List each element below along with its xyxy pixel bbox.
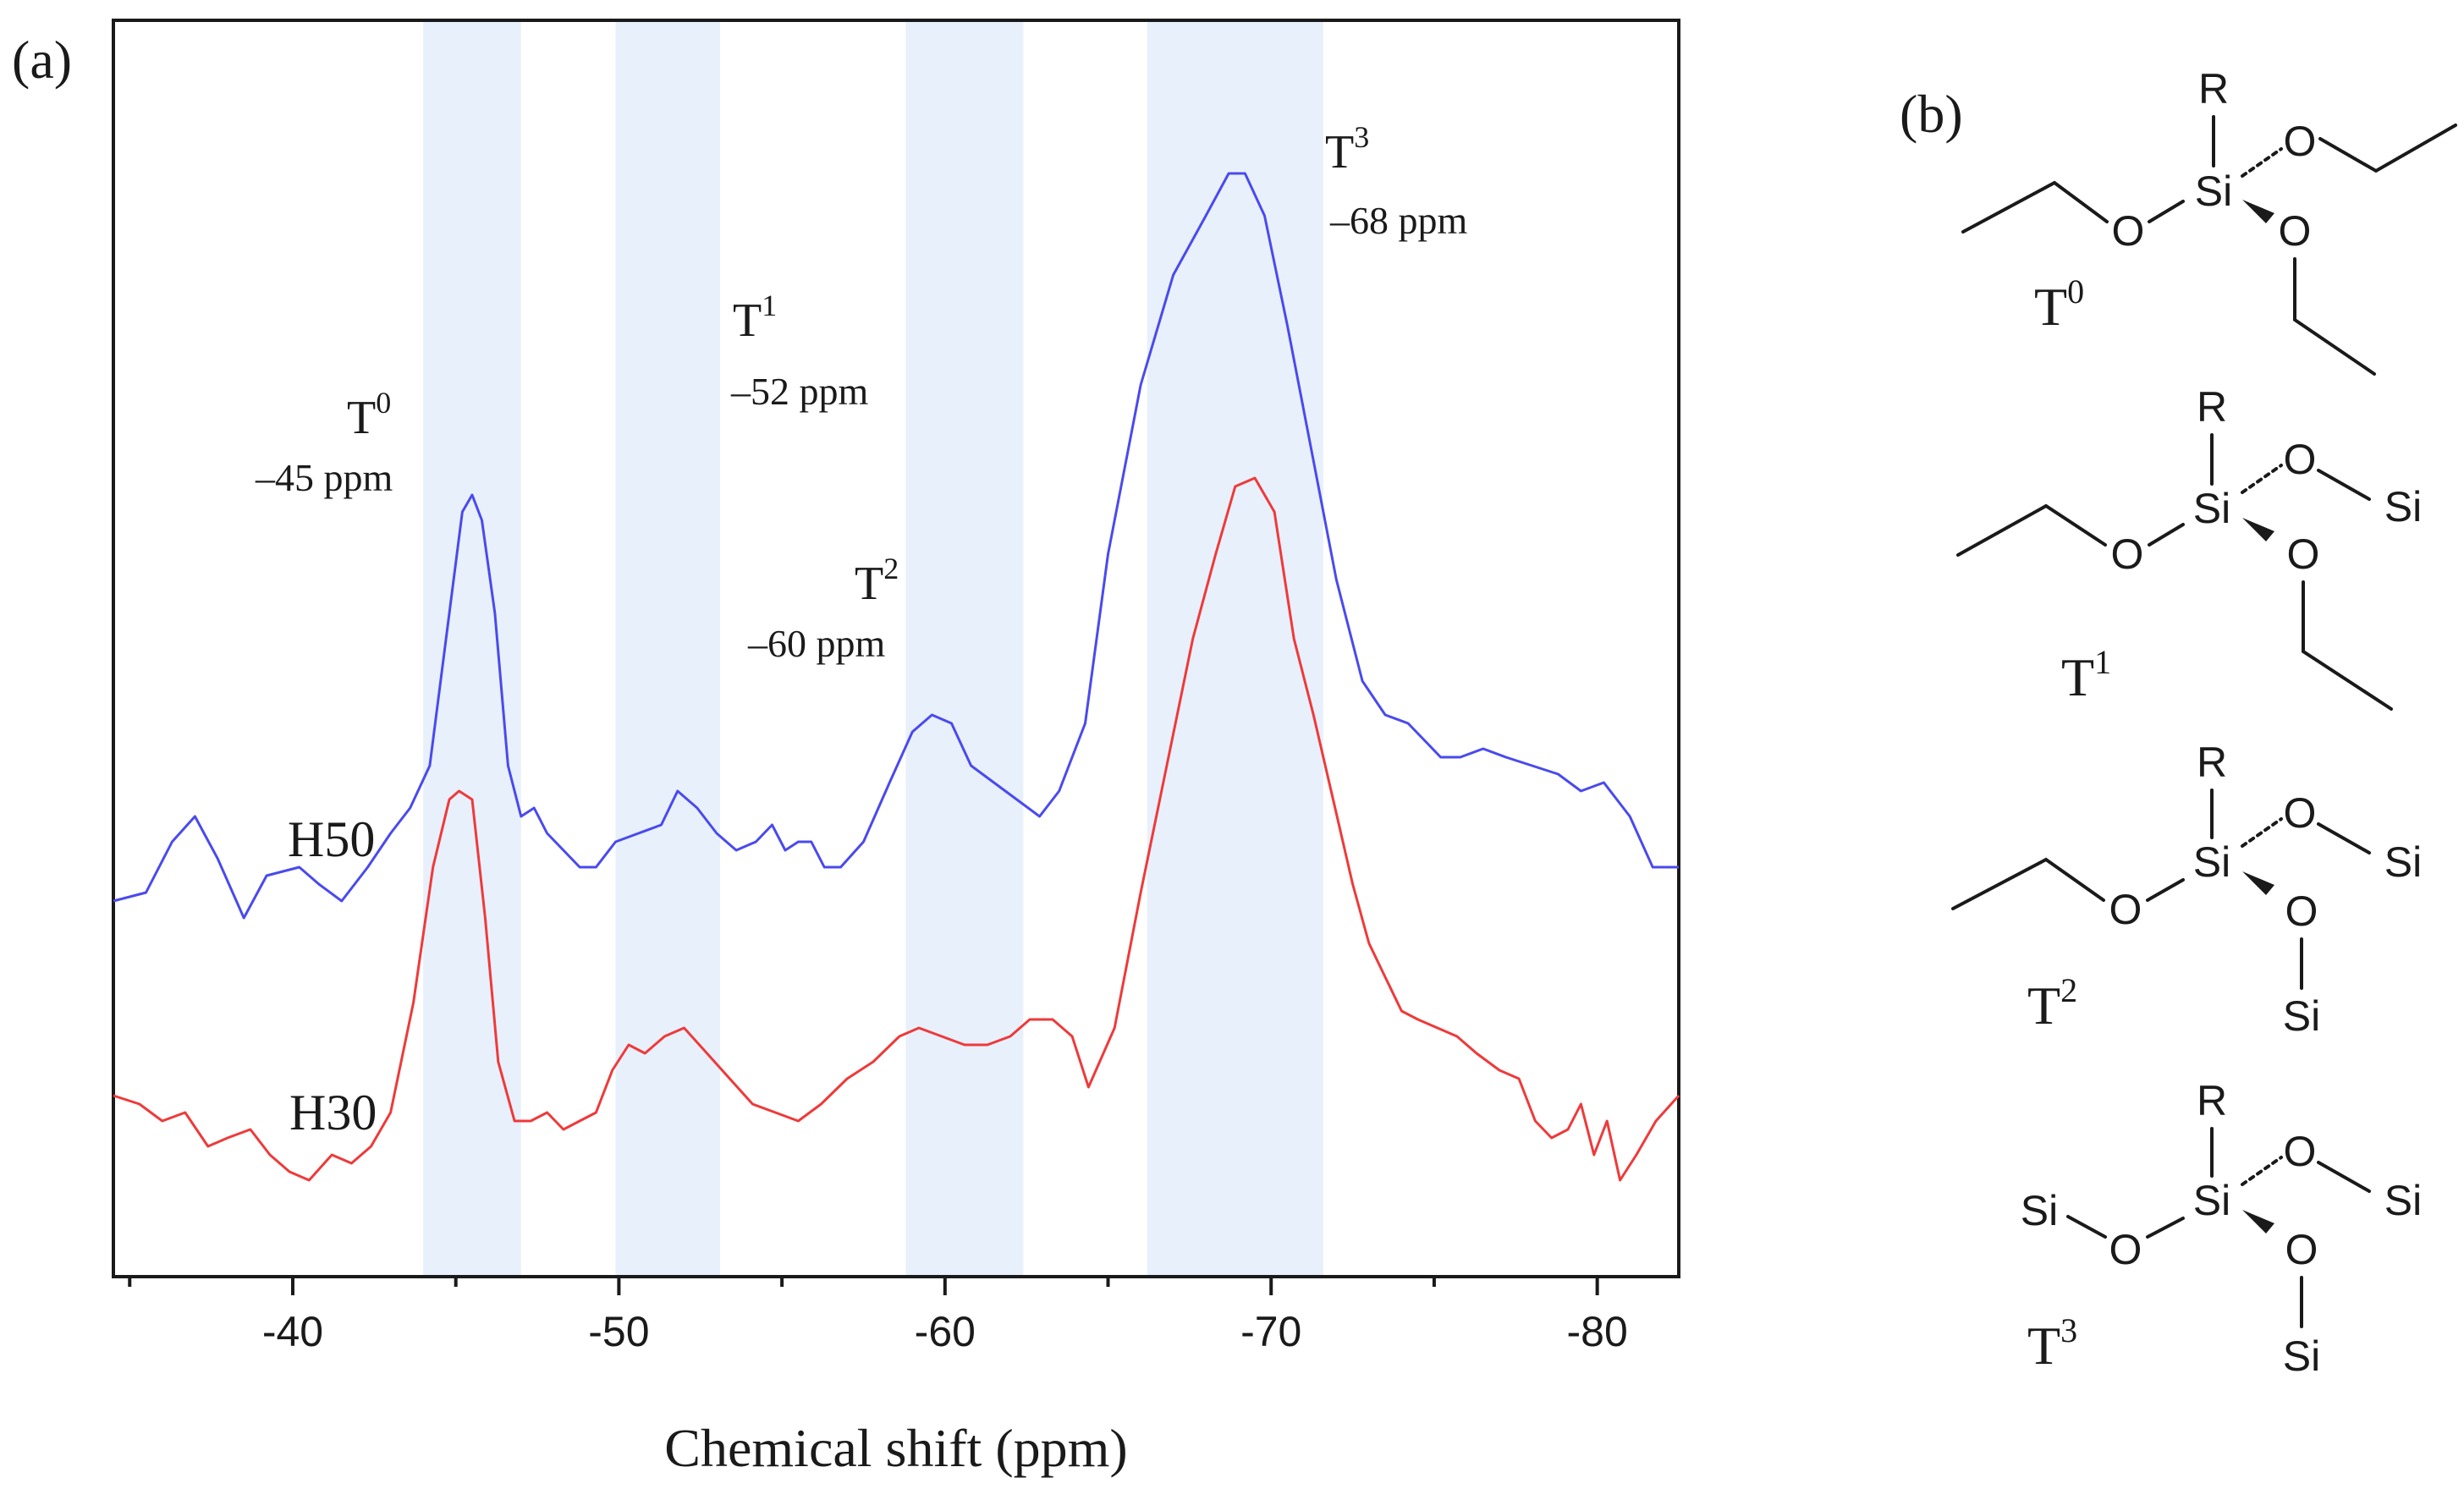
silicon-end: Si — [2384, 483, 2422, 530]
ethyl-bond — [1956, 503, 2107, 557]
annotation-t1-species: T1 — [733, 288, 777, 347]
r-group: R — [2198, 65, 2229, 113]
r-group: R — [2197, 739, 2227, 786]
oxygen-atom: O — [2284, 118, 2317, 165]
hashed-bond — [2241, 147, 2283, 178]
annotation-t0-shift: –45 ppm — [255, 456, 393, 499]
r-group: R — [2197, 1077, 2227, 1124]
series-line-h50 — [113, 172, 1679, 920]
ethyl-bond — [1961, 180, 2109, 234]
x-tick-label: -60 — [915, 1308, 976, 1355]
oxygen-atom: O — [2285, 887, 2318, 935]
annotation-t0: T0 –45 ppm — [255, 386, 393, 499]
oxygen-atom: O — [2109, 1226, 2142, 1273]
highlight-band-3 — [1147, 20, 1323, 1277]
highlight-bands — [423, 20, 1323, 1277]
si-o-bond — [2066, 1215, 2107, 1239]
highlight-band-0 — [423, 20, 521, 1277]
ethyl-bond — [2318, 124, 2457, 173]
structure-t3-label: T3 — [2027, 1311, 2077, 1376]
silicon-atom: Si — [2193, 1177, 2230, 1224]
series-label-h30: H30 — [289, 1085, 377, 1140]
oxygen-atom: O — [2287, 530, 2320, 578]
silicon-atom: Si — [2193, 838, 2230, 886]
annotation-t3: T3 –68 ppm — [1325, 120, 1468, 242]
annotation-t2: T2 –60 ppm — [747, 552, 899, 665]
oxygen-atom: O — [2284, 789, 2317, 837]
silicon-end: Si — [2283, 992, 2320, 1040]
wedge-bond — [2242, 871, 2274, 895]
o-si-bond — [2146, 1217, 2185, 1239]
r-group: R — [2197, 383, 2227, 431]
structure-t1-label: T1 — [2061, 643, 2111, 707]
x-tick-label: -80 — [1567, 1308, 1628, 1355]
series-label-h50: H50 — [288, 811, 375, 867]
x-tick-label: -40 — [262, 1308, 323, 1355]
wedge-bond — [2242, 200, 2274, 223]
silicon-atom: Si — [2193, 485, 2230, 532]
series-layer — [113, 172, 1680, 1182]
annotation-t3-species: T3 — [1325, 120, 1369, 179]
panel-b-label: (b) — [1900, 84, 1963, 144]
oxygen-atom: O — [2112, 207, 2145, 255]
hashed-bond — [2241, 464, 2283, 494]
annotation-t3-shift: –68 ppm — [1329, 199, 1468, 242]
x-tick-label: -50 — [588, 1308, 649, 1355]
silicon-atom: Si — [2195, 168, 2232, 215]
annotation-t0-species: T0 — [347, 386, 391, 444]
oxygen-atom: O — [2284, 1128, 2317, 1175]
oxygen-atom: O — [2111, 530, 2144, 578]
ethyl-bond — [2293, 257, 2376, 376]
o-si-bond — [2148, 200, 2185, 223]
structure-t0: O Si R O O T0 — [1961, 65, 2457, 376]
ethyl-bond — [1951, 857, 2105, 910]
series-line-h30 — [113, 476, 1680, 1182]
ethyl-bond — [2302, 580, 2393, 711]
wedge-bond — [2242, 1210, 2274, 1234]
o-si-bond — [2317, 469, 2371, 501]
silicon-end: Si — [2384, 1177, 2422, 1224]
o-si-bond — [2317, 1161, 2371, 1193]
silicon-end: Si — [2283, 1332, 2320, 1380]
oxygen-atom: O — [2279, 207, 2312, 255]
hashed-bond — [2241, 1156, 2283, 1186]
highlight-band-2 — [905, 20, 1024, 1277]
annotation-t1-shift: –52 ppm — [730, 370, 869, 413]
plot-frame — [112, 19, 1680, 1278]
annotation-t1: T1 –52 ppm — [730, 288, 869, 413]
wedge-bond — [2242, 518, 2274, 541]
silicon-end: Si — [2021, 1187, 2058, 1234]
highlight-band-1 — [615, 20, 720, 1277]
structure-t2: O Si R O Si O Si T2 — [1951, 739, 2422, 1040]
o-si-bond — [2146, 878, 2185, 902]
oxygen-atom: O — [2109, 886, 2142, 933]
hashed-bond — [2241, 817, 2283, 848]
nmr-chart: -40 -50 -60 -70 -80 Chemical shift (ppm) H50… — [112, 19, 1680, 1478]
x-axis-label: Chemical shift (ppm) — [664, 1418, 1127, 1478]
silicon-end: Si — [2384, 838, 2422, 886]
oxygen-atom: O — [2284, 436, 2317, 483]
annotation-t2-shift: –60 ppm — [747, 622, 886, 665]
structure-t1: O Si R O Si O T1 — [1956, 383, 2422, 711]
structure-t3: Si O Si R O Si O Si T3 — [2021, 1077, 2422, 1380]
x-tick-label: -70 — [1240, 1308, 1301, 1355]
x-axis-ticks — [128, 1277, 1599, 1295]
oxygen-atom: O — [2285, 1226, 2318, 1273]
annotation-t2-species: T2 — [855, 552, 899, 610]
structure-t0-label: T0 — [2034, 272, 2084, 337]
x-axis-tick-labels: -40 -50 -60 -70 -80 — [262, 1308, 1628, 1355]
o-si-bond — [2317, 822, 2371, 854]
panel-a-label: (a) — [12, 30, 72, 90]
o-si-bond — [2148, 523, 2185, 547]
structure-t2-label: T2 — [2027, 971, 2077, 1036]
